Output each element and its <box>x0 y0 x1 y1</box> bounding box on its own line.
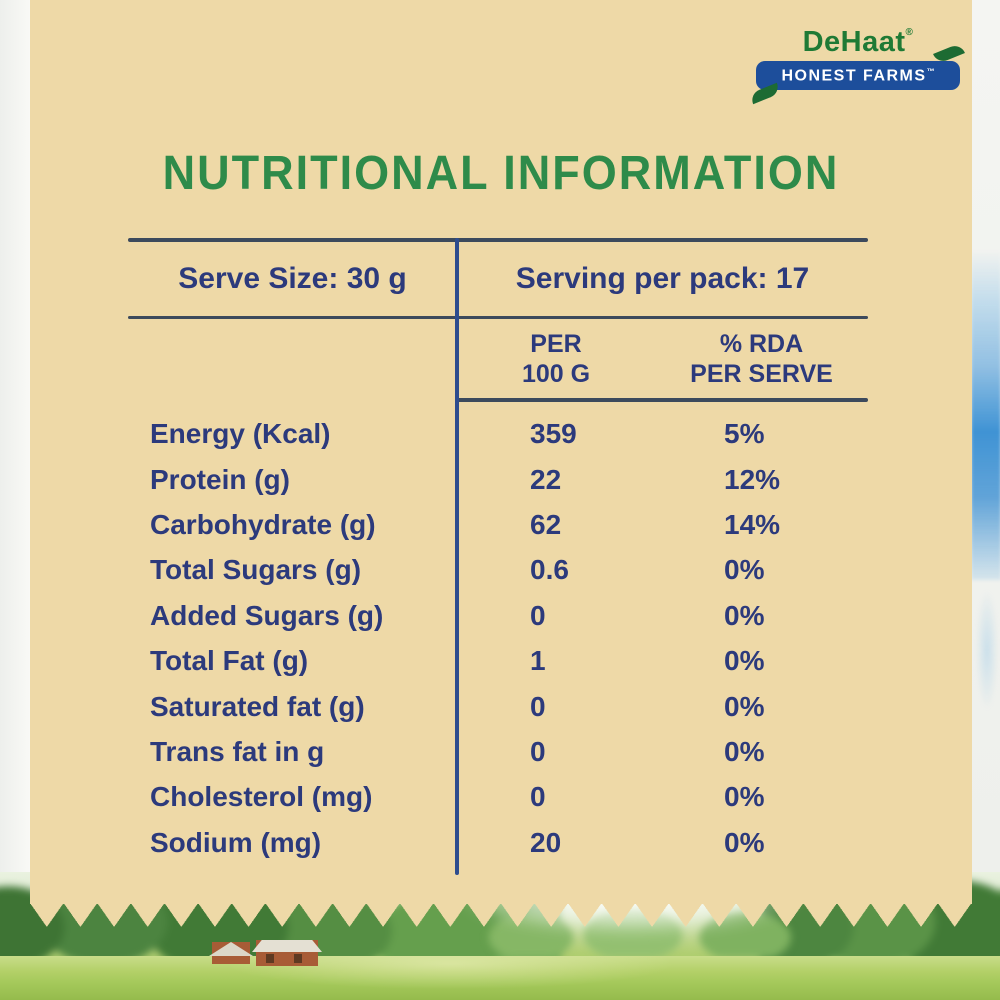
rda-line2: PER SERVE <box>690 359 833 388</box>
table-mid-border <box>128 315 868 319</box>
brand-name: DeHaat® <box>756 28 960 57</box>
trademark-mark: ™ <box>926 67 935 76</box>
brand-banner: HONEST FARMS™ <box>749 42 965 105</box>
column-header-per-100g: PER 100 G <box>457 329 655 389</box>
registered-mark: ® <box>905 27 914 38</box>
serve-size: Serve Size: 30 g <box>178 261 407 295</box>
brand-logo: DeHaat® HONEST FARMS™ <box>749 28 965 105</box>
nutrient-rda: 0% <box>724 599 765 631</box>
nutrient-name: Sodium (mg) <box>150 826 322 858</box>
nutrient-name: Carbohydrate (g) <box>150 508 376 540</box>
table-row: Trans fat in g 0 0% <box>128 729 868 774</box>
blue-watercolor-speck <box>976 590 998 710</box>
nutrient-rda: 0% <box>724 690 765 722</box>
nutrition-table: Serve Size: 30 g Serving per pack: 17 PE… <box>128 238 868 875</box>
column-header-rda: % RDA PER SERVE <box>655 329 868 389</box>
nutrient-per-100g: 20 <box>530 826 562 858</box>
per-100g-line2: 100 G <box>521 359 591 388</box>
nutrient-rda: 14% <box>724 508 781 540</box>
nutrient-per-100g: 0 <box>530 690 546 722</box>
table-row: Cholesterol (mg) 0 0% <box>128 775 868 820</box>
table-row: Carbohydrate (g) 62 14% <box>128 502 868 547</box>
nutrient-rows: Energy (Kcal) 359 5% Protein (g) 22 12% … <box>128 402 868 866</box>
nutrient-rda: 0% <box>724 735 765 767</box>
farm-house-large-roof <box>252 940 322 952</box>
table-row: Added Sugars (g) 0 0% <box>128 593 868 638</box>
column-header-row: PER 100 G % RDA PER SERVE <box>128 319 868 398</box>
vertical-divider <box>455 238 459 875</box>
farm-house-large <box>252 940 322 966</box>
rda-line1: % RDA <box>719 329 804 358</box>
nutrient-per-100g: 1 <box>530 645 546 677</box>
farm-house-window <box>294 954 302 963</box>
per-100g-line1: PER <box>530 329 582 358</box>
nutrient-name: Cholesterol (mg) <box>150 781 373 813</box>
header-underline <box>457 398 868 402</box>
nutrient-rda: 0% <box>724 826 765 858</box>
nutrient-per-100g: 0 <box>530 781 546 813</box>
farm-house-window <box>266 954 274 963</box>
nutrient-rda: 0% <box>724 554 765 586</box>
table-row: Saturated fat (g) 0 0% <box>128 684 868 729</box>
nutrient-name: Trans fat in g <box>150 735 325 767</box>
nutrient-rda: 5% <box>724 418 765 450</box>
nutrient-name: Total Sugars (g) <box>150 554 362 586</box>
nutrient-per-100g: 0 <box>530 599 546 631</box>
table-row: Protein (g) 22 12% <box>128 457 868 502</box>
brand-name-text: DeHaat <box>802 26 906 58</box>
blue-watercolor-patch <box>971 250 1000 580</box>
nutrient-name: Added Sugars (g) <box>150 599 384 631</box>
nutrient-rda: 12% <box>724 463 781 495</box>
serving-info-row: Serve Size: 30 g Serving per pack: 17 <box>128 242 868 316</box>
page-title: NUTRITIONAL INFORMATION <box>162 144 840 200</box>
nutrient-rda: 0% <box>724 645 765 677</box>
table-row: Energy (Kcal) 359 5% <box>128 412 868 457</box>
nutrient-per-100g: 359 <box>530 418 577 450</box>
nutrient-per-100g: 22 <box>530 463 562 495</box>
table-row: Total Fat (g) 1 0% <box>128 638 868 683</box>
table-row: Sodium (mg) 20 0% <box>128 820 868 865</box>
nutrient-per-100g: 0.6 <box>530 554 569 586</box>
nutrient-name: Energy (Kcal) <box>150 418 331 450</box>
grass-field <box>0 956 1000 1000</box>
nutrient-name: Total Fat (g) <box>150 645 309 677</box>
nutrient-name: Saturated fat (g) <box>150 690 365 722</box>
table-row: Total Sugars (g) 0.6 0% <box>128 548 868 593</box>
banner-text: HONEST FARMS <box>781 67 927 85</box>
left-paper-edge <box>0 0 30 875</box>
farm-house <box>209 928 328 970</box>
farm-house-small <box>209 942 253 964</box>
nutrient-name: Protein (g) <box>150 463 290 495</box>
nutrient-per-100g: 62 <box>530 508 562 540</box>
table-top-border <box>128 238 868 242</box>
farm-house-small-roof <box>209 942 253 956</box>
nutrient-per-100g: 0 <box>530 735 546 767</box>
servings-per-pack: Serving per pack: 17 <box>515 261 810 295</box>
nutrition-label-panel: DeHaat® HONEST FARMS™ NUTRITIONAL INFORM… <box>30 0 972 904</box>
nutrient-rda: 0% <box>724 781 765 813</box>
leaf-icon <box>749 83 781 105</box>
label-zigzag-edge <box>30 903 972 927</box>
